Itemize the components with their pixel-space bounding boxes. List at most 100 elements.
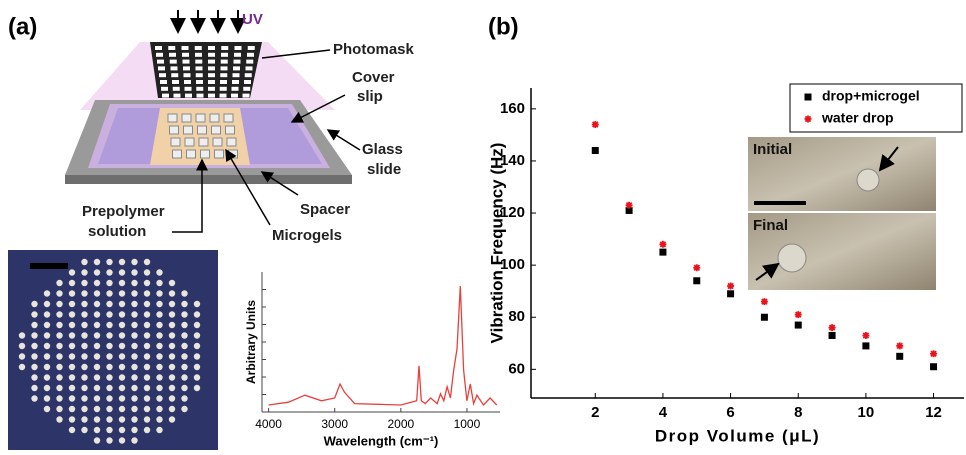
arrow bbox=[755, 262, 780, 281]
microgel-dot bbox=[81, 384, 88, 392]
microgel-dot bbox=[31, 395, 38, 402]
microgel-dot bbox=[193, 300, 201, 308]
microgel-dot bbox=[193, 363, 201, 371]
microgel-dot bbox=[81, 258, 88, 266]
microgel-dot bbox=[106, 258, 113, 266]
mask-hole bbox=[195, 59, 203, 64]
microgel-dot bbox=[43, 374, 51, 381]
microgel-dot bbox=[56, 290, 63, 297]
microgel-dot bbox=[156, 290, 163, 297]
spectrum-line bbox=[268, 285, 498, 407]
microgel-dot bbox=[131, 290, 138, 297]
mask-hole bbox=[219, 93, 227, 98]
microgel-dot bbox=[156, 279, 163, 287]
microgel-dot bbox=[118, 342, 126, 350]
microgel-dot bbox=[156, 311, 163, 318]
microgel-dot bbox=[43, 405, 51, 413]
microgel-dot bbox=[181, 374, 188, 381]
mask-hole bbox=[160, 80, 167, 84]
mask-hole bbox=[195, 52, 202, 57]
microgel-block bbox=[172, 149, 182, 159]
microgel-dot bbox=[18, 363, 26, 371]
mask-hole bbox=[247, 52, 254, 57]
microgel-dot bbox=[68, 353, 76, 360]
microgel-dot bbox=[81, 353, 88, 360]
microgel-dot bbox=[143, 395, 151, 402]
microgel-dot bbox=[143, 405, 151, 413]
microgel-dot bbox=[143, 300, 151, 308]
microgel-dot bbox=[56, 311, 63, 318]
scale-bar bbox=[30, 263, 68, 269]
microgel-dot bbox=[131, 395, 138, 402]
mask-hole bbox=[242, 93, 250, 98]
y-tick-label: 60 bbox=[508, 360, 525, 377]
microgel-dot bbox=[106, 437, 113, 444]
legend-label: drop+microgel bbox=[822, 88, 920, 104]
droplet bbox=[856, 168, 880, 192]
microgel-dot bbox=[68, 416, 76, 423]
panel-label: (a) bbox=[8, 13, 37, 40]
microgel-dot bbox=[131, 332, 138, 339]
microgel-dot bbox=[56, 279, 63, 287]
microgel-dot bbox=[68, 426, 76, 434]
microgel-dot bbox=[68, 300, 76, 308]
microgel-dot bbox=[181, 321, 188, 329]
data-point bbox=[760, 313, 768, 321]
mask-hole bbox=[183, 73, 191, 78]
mask-hole bbox=[159, 73, 166, 78]
microgel-block bbox=[195, 113, 206, 123]
data-point bbox=[794, 311, 802, 319]
mask-hole bbox=[234, 52, 241, 57]
microgel-dot bbox=[106, 269, 113, 276]
mask-hole bbox=[244, 73, 252, 78]
microgel-dot bbox=[31, 300, 38, 308]
microgel-dot bbox=[168, 395, 176, 402]
microgel-dot bbox=[168, 416, 176, 423]
microgel-dot bbox=[168, 290, 176, 297]
mask-hole bbox=[231, 93, 238, 98]
microgel-dot bbox=[93, 279, 101, 287]
data-point bbox=[896, 342, 904, 350]
y-axis-label: Arbitrary Units bbox=[244, 300, 258, 384]
mask-hole bbox=[208, 52, 215, 57]
microgel-dot bbox=[106, 332, 113, 339]
x-tick-label: 3000 bbox=[321, 417, 348, 431]
microgel-dot bbox=[93, 290, 101, 297]
mask-hole bbox=[233, 66, 240, 71]
microgel-dot bbox=[168, 353, 176, 360]
microgel-dot bbox=[81, 300, 88, 308]
microgel-dot bbox=[43, 342, 51, 350]
microgel-dot bbox=[131, 426, 138, 434]
microgel-dot bbox=[31, 363, 38, 371]
microgel-dot bbox=[18, 342, 26, 350]
mask-hole bbox=[172, 86, 180, 91]
inset-label: Initial bbox=[753, 141, 792, 158]
data-point bbox=[760, 298, 768, 306]
mask-hole bbox=[208, 86, 215, 91]
microgel-block bbox=[170, 137, 181, 147]
microgel-dot bbox=[106, 321, 113, 329]
microgel-dot bbox=[131, 416, 138, 423]
microgel-dot bbox=[118, 384, 126, 392]
microgel-dot bbox=[193, 384, 201, 392]
microgel-dot bbox=[143, 258, 151, 266]
x-tick-label: 2000 bbox=[387, 417, 414, 431]
microgel-dot bbox=[181, 353, 188, 360]
mask-hole bbox=[157, 59, 164, 64]
microgel-dot bbox=[118, 321, 126, 329]
microgel-dot bbox=[68, 332, 76, 339]
mask-hole bbox=[208, 73, 215, 78]
microgel-dot bbox=[31, 321, 38, 329]
microgel-dot bbox=[81, 363, 88, 371]
mask-hole bbox=[208, 80, 215, 84]
microgel-dot bbox=[93, 384, 101, 392]
microgel-dot bbox=[181, 384, 188, 392]
diagram-label: Photomask bbox=[333, 41, 415, 58]
data-point bbox=[625, 201, 633, 209]
microgel-dot bbox=[56, 374, 63, 381]
microgel-dot bbox=[31, 342, 38, 350]
y-tick-label: 140 bbox=[500, 152, 525, 169]
microgel-dot bbox=[118, 405, 126, 413]
x-tick-label: 1000 bbox=[454, 417, 481, 431]
microgel-dot bbox=[131, 342, 138, 350]
